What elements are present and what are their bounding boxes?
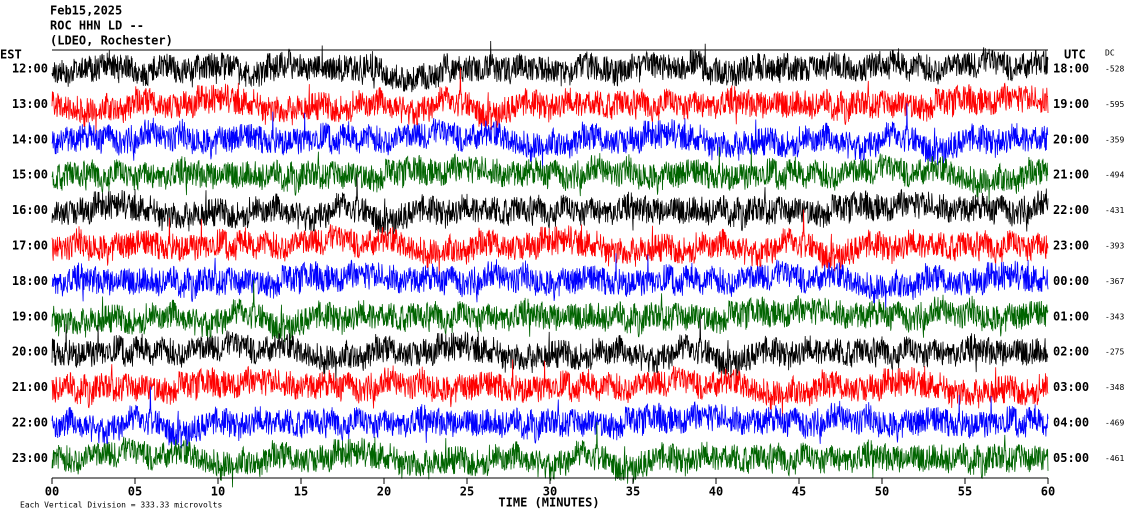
trace [51, 209, 1049, 276]
trace [51, 421, 1049, 488]
header-line: (LDEO, Rochester) [50, 34, 173, 48]
trace [51, 359, 1049, 417]
dc-value: -367 [1105, 277, 1124, 286]
trace [51, 253, 1049, 311]
x-tick-label: 10 [211, 485, 225, 499]
x-tick-label: 15 [294, 485, 308, 499]
utc-time: 00:00 [1053, 274, 1089, 288]
est-time: 21:00 [12, 380, 48, 394]
est-label: EST [0, 48, 22, 62]
dc-value: -494 [1105, 171, 1124, 180]
header-line: ROC HHN LD -- [50, 19, 144, 33]
utc-time: 05:00 [1053, 451, 1089, 465]
dc-value: -359 [1105, 135, 1124, 144]
x-tick-label: 00 [45, 485, 59, 499]
utc-time: 21:00 [1053, 168, 1089, 182]
trace [51, 386, 1049, 449]
utc-label: UTC [1064, 48, 1086, 62]
trace [51, 146, 1049, 205]
est-time: 17:00 [12, 239, 48, 253]
dc-value: -343 [1105, 312, 1124, 321]
x-tick-label: 30 [543, 485, 557, 499]
utc-time: 19:00 [1053, 97, 1089, 111]
est-time: 14:00 [12, 132, 48, 146]
est-time: 18:00 [12, 274, 48, 288]
utc-time: 02:00 [1053, 345, 1089, 359]
est-time: 22:00 [12, 416, 48, 430]
footer: Each Vertical Division = 333.33 microvol… [20, 501, 222, 510]
est-time: 15:00 [12, 168, 48, 182]
x-label: TIME (MINUTES) [498, 496, 599, 510]
est-time: 13:00 [12, 97, 48, 111]
utc-time: 04:00 [1053, 416, 1089, 430]
utc-time: 22:00 [1053, 203, 1089, 217]
x-tick-label: 40 [709, 485, 723, 499]
utc-time: 23:00 [1053, 239, 1089, 253]
est-time: 12:00 [12, 62, 48, 76]
trace [51, 280, 1049, 343]
trace [51, 103, 1049, 169]
dc-value: -528 [1105, 65, 1124, 74]
dc-value: -595 [1105, 100, 1124, 109]
dc-value: -469 [1105, 419, 1124, 428]
dc-value: -431 [1105, 206, 1124, 215]
trace [51, 40, 1049, 93]
dc-value: -348 [1105, 383, 1124, 392]
dc-label: DC [1105, 49, 1115, 58]
x-tick-label: 20 [377, 485, 391, 499]
trace [51, 174, 1049, 236]
utc-time: 01:00 [1053, 309, 1089, 323]
est-time: 20:00 [12, 345, 48, 359]
x-tick-label: 60 [1041, 485, 1055, 499]
x-tick-label: 55 [958, 485, 972, 499]
utc-time: 03:00 [1053, 380, 1089, 394]
trace [51, 315, 1049, 382]
x-tick-label: 05 [128, 485, 142, 499]
x-tick-label: 25 [460, 485, 474, 499]
traces [51, 40, 1049, 488]
dc-value: -461 [1105, 454, 1124, 463]
header-line: Feb15,2025 [50, 4, 122, 18]
x-tick-label: 50 [875, 485, 889, 499]
est-time: 23:00 [12, 451, 48, 465]
utc-time: 20:00 [1053, 132, 1089, 146]
dc-value: -275 [1105, 348, 1124, 357]
utc-time: 18:00 [1053, 62, 1089, 76]
est-time: 16:00 [12, 203, 48, 217]
x-tick-label: 35 [626, 485, 640, 499]
dc-value: -393 [1105, 242, 1124, 251]
est-time: 19:00 [12, 309, 48, 323]
x-tick-label: 45 [792, 485, 806, 499]
trace [51, 67, 1049, 134]
